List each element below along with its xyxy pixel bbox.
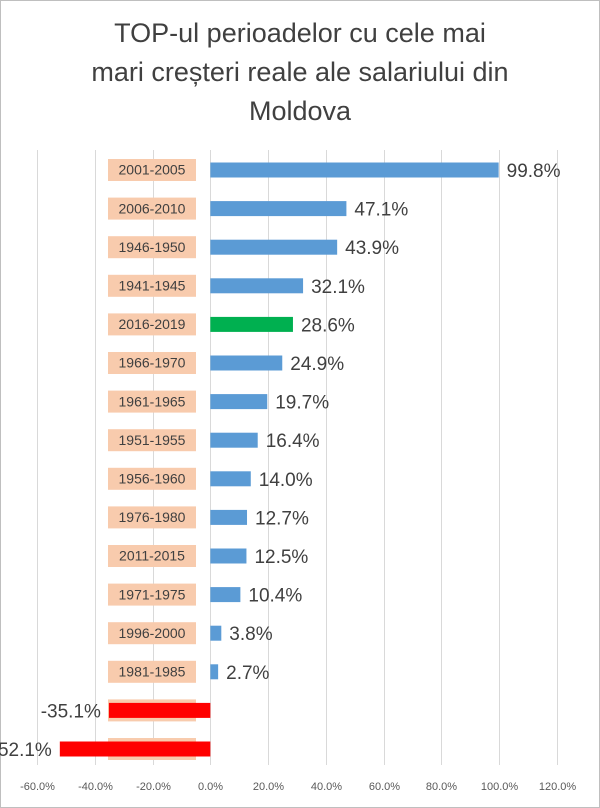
data-label: -35.1% bbox=[41, 701, 101, 722]
category-label: 1956-1960 bbox=[119, 471, 186, 487]
category-label-box bbox=[108, 545, 196, 567]
category-label: 2016-2019 bbox=[119, 316, 186, 332]
bar bbox=[210, 239, 338, 255]
chart-title-line-1: TOP-ul perioadelor cu cele mai bbox=[114, 18, 486, 48]
category-label-box bbox=[108, 622, 196, 645]
x-tick-label: 20.0% bbox=[253, 781, 284, 793]
bar bbox=[59, 741, 211, 757]
category-label: 1966-1970 bbox=[119, 355, 186, 371]
data-label: 16.4% bbox=[266, 431, 320, 452]
bar bbox=[210, 162, 499, 178]
bar bbox=[210, 625, 222, 641]
category-label: 2001-2005 bbox=[119, 162, 186, 178]
data-label: -52.1% bbox=[0, 740, 52, 761]
data-label: 24.9% bbox=[290, 354, 344, 375]
category-label-box bbox=[108, 390, 196, 413]
bar bbox=[210, 394, 268, 410]
category-label-box bbox=[108, 583, 196, 606]
bar bbox=[210, 201, 347, 217]
bar bbox=[210, 278, 304, 294]
x-tick-label: 60.0% bbox=[369, 781, 400, 793]
bar bbox=[210, 355, 283, 371]
data-label: 2.7% bbox=[226, 663, 269, 684]
chart-title: TOP-ul perioadelor cu cele mai mari creș… bbox=[0, 14, 600, 131]
bar bbox=[210, 432, 258, 448]
data-label: 32.1% bbox=[311, 277, 365, 298]
bar bbox=[210, 316, 293, 332]
category-label: 1941-1945 bbox=[119, 278, 186, 294]
bar bbox=[108, 702, 211, 718]
data-label: 10.4% bbox=[248, 586, 302, 607]
category-label: 2006-2010 bbox=[119, 200, 186, 216]
chart-title-line-2: mari creșteri reale ale salariului din bbox=[91, 57, 509, 87]
data-label: 12.5% bbox=[254, 547, 308, 568]
category-label-box bbox=[108, 660, 196, 683]
category-label-box bbox=[108, 313, 196, 336]
category-label: 1996-2000 bbox=[119, 625, 186, 641]
category-label: 1981-1985 bbox=[119, 664, 186, 680]
bar bbox=[210, 471, 251, 487]
category-label-box bbox=[108, 467, 196, 490]
category-label-box bbox=[108, 506, 196, 529]
x-tick-label: 120.0% bbox=[539, 781, 577, 793]
category-label-box bbox=[108, 429, 196, 452]
category-label: 2011-2015 bbox=[119, 548, 185, 564]
data-label: 43.9% bbox=[345, 238, 399, 259]
data-label: 19.7% bbox=[275, 393, 329, 414]
data-label: 3.8% bbox=[229, 624, 272, 645]
data-label: 12.7% bbox=[255, 508, 309, 529]
bar bbox=[210, 548, 247, 564]
data-label: 14.0% bbox=[259, 470, 313, 491]
category-label: 1946-1950 bbox=[119, 239, 186, 255]
data-label: 28.6% bbox=[301, 315, 355, 336]
x-tick-label: 40.0% bbox=[311, 781, 342, 793]
data-label: 99.8% bbox=[507, 161, 561, 182]
category-label: 1951-1955 bbox=[119, 432, 186, 448]
x-tick-label: -40.0% bbox=[78, 781, 113, 793]
x-tick-label: -20.0% bbox=[136, 781, 171, 793]
bar bbox=[210, 509, 248, 525]
data-label: 47.1% bbox=[354, 200, 408, 221]
x-tick-label: -60.0% bbox=[20, 781, 55, 793]
x-tick-label: 0.0% bbox=[198, 781, 223, 793]
x-tick-label: 100.0% bbox=[481, 781, 519, 793]
category-label: 1976-1980 bbox=[119, 509, 186, 525]
chart-title-line-3: Moldova bbox=[248, 96, 352, 126]
category-label-box bbox=[108, 197, 196, 220]
category-label: 1971-1975 bbox=[119, 586, 186, 602]
bar bbox=[210, 664, 219, 680]
x-tick-label: 80.0% bbox=[426, 781, 457, 793]
category-label-box bbox=[108, 159, 196, 181]
bar bbox=[210, 587, 241, 603]
category-label-box bbox=[108, 352, 196, 374]
category-label: 1961-1965 bbox=[119, 393, 186, 409]
category-label-box bbox=[108, 274, 196, 297]
category-label-box bbox=[108, 236, 196, 259]
